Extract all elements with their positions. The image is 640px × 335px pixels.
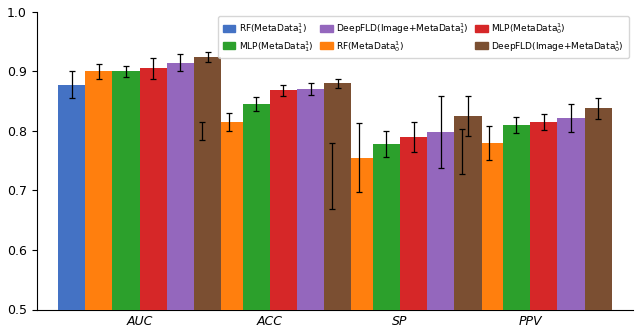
Bar (270, 90, 297, 335)
Bar (503, 125, 530, 335)
Bar (167, 63, 194, 335)
Bar (449, 152, 476, 335)
Bar (297, 89, 324, 335)
Bar (557, 118, 584, 335)
Bar (318, 176, 346, 335)
Bar (58, 84, 85, 335)
Bar (346, 158, 372, 335)
Bar (113, 71, 140, 335)
Bar (476, 143, 503, 335)
Bar (372, 144, 400, 335)
Bar (140, 68, 167, 335)
Bar (530, 122, 557, 335)
Bar (324, 83, 351, 335)
Bar (584, 108, 612, 335)
Bar (215, 122, 243, 335)
Bar (427, 132, 454, 335)
Bar (400, 137, 427, 335)
Bar (188, 131, 215, 335)
Bar (243, 104, 270, 335)
Bar (85, 71, 113, 335)
Legend: RF(MetaData$_1^1$), MLP(MetaData$_1^1$), DeepFLD(Image+MetaData$_1^1$), RF(MetaD: RF(MetaData$_1^1$), MLP(MetaData$_1^1$),… (218, 16, 628, 58)
Bar (454, 116, 481, 335)
Bar (194, 57, 221, 335)
